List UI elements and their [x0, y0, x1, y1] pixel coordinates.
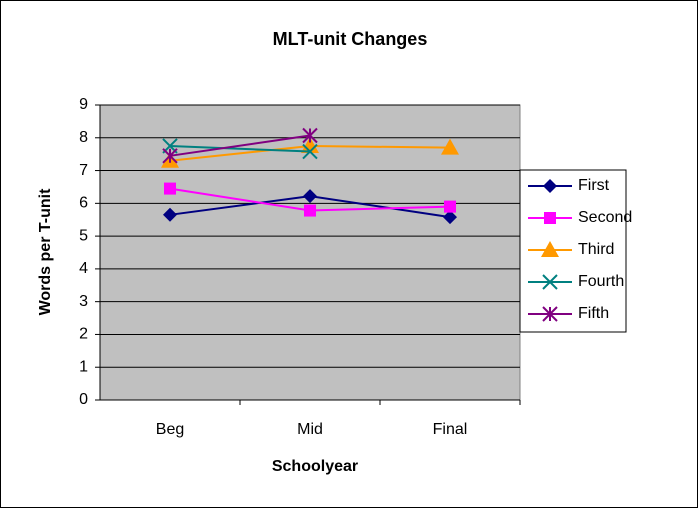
x-tick-label: Mid: [297, 421, 323, 438]
marker: [162, 148, 178, 164]
y-tick-label: 8: [79, 129, 88, 146]
marker: [302, 127, 318, 144]
marker: [163, 207, 177, 222]
marker: [301, 136, 319, 153]
series-line: [169, 144, 311, 153]
marker: [304, 204, 316, 217]
chart-title: MLT-unit Changes: [273, 29, 428, 49]
y-tick-label: 9: [79, 96, 88, 113]
legend-marker: [542, 274, 558, 290]
y-tick-label: 7: [79, 162, 88, 179]
y-tick-label: 6: [79, 195, 88, 212]
legend-label: Second: [578, 209, 632, 226]
legend-label: Fourth: [578, 273, 624, 290]
marker: [303, 189, 317, 204]
y-tick-label: 5: [79, 227, 88, 244]
legend-label: Third: [578, 241, 614, 258]
y-axis-label: Words per T-unit: [37, 188, 54, 315]
y-tick-label: 3: [79, 293, 88, 310]
legend-marker: [542, 306, 558, 322]
marker: [444, 200, 456, 213]
series-line: [169, 134, 311, 157]
marker: [443, 210, 457, 225]
x-tick-label: Final: [433, 421, 468, 438]
x-axis-label: Schoolyear: [272, 458, 358, 475]
legend-label: First: [578, 177, 610, 194]
y-tick-label: 1: [79, 358, 88, 375]
marker: [302, 143, 318, 160]
legend-marker: [543, 179, 557, 193]
marker: [164, 182, 176, 195]
legend-marker: [544, 212, 556, 224]
y-tick-label: 4: [79, 260, 88, 277]
y-tick-label: 0: [79, 391, 88, 408]
marker: [441, 138, 459, 155]
x-tick-label: Beg: [156, 421, 184, 438]
legend-label: Fifth: [578, 305, 609, 322]
y-tick-label: 2: [79, 326, 88, 343]
legend-marker: [541, 241, 559, 257]
